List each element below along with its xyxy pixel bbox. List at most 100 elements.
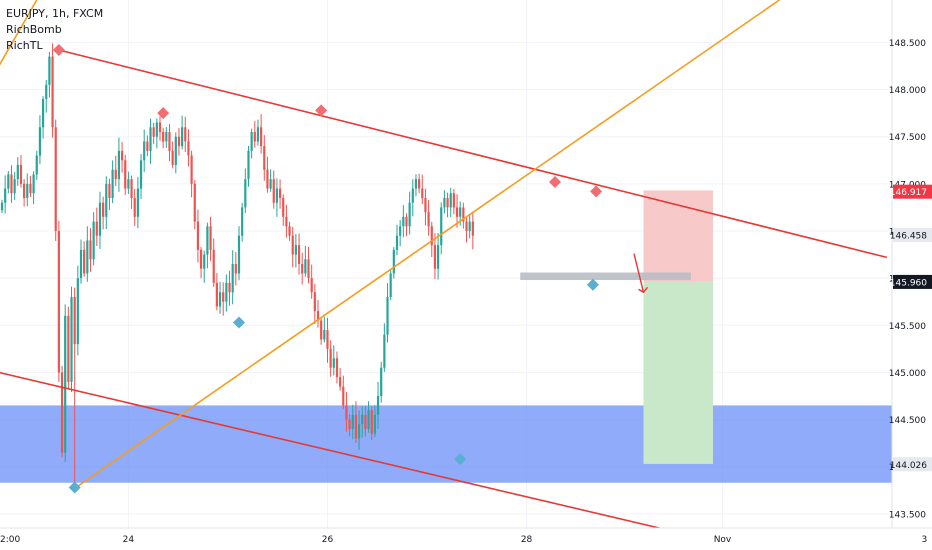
candle-body (373, 414, 376, 434)
candle-body (446, 198, 449, 208)
time-tick-label: 28 (521, 535, 533, 545)
candle-body (275, 188, 279, 203)
candle-body (203, 254, 206, 269)
support-marker (68, 481, 81, 494)
candle-body (380, 367, 383, 396)
resistance-marker (590, 185, 603, 198)
candle-body (282, 198, 285, 217)
candle-body (424, 198, 427, 213)
support-marker (586, 278, 599, 291)
candle-body (462, 207, 465, 222)
price-tag (893, 457, 932, 472)
price-axis[interactable]: 148.500148.000147.500147.000146.500146.0… (889, 39, 932, 520)
candle-body (0, 202, 4, 211)
price-tag-label: 146.917 (890, 188, 927, 198)
time-axis[interactable]: 2:00242628Nov357912:00141612: (0, 535, 932, 545)
candle-body (152, 127, 155, 137)
candle-body (165, 132, 168, 142)
candle-body (402, 216, 405, 227)
support-marker (454, 453, 467, 466)
candle-body (370, 410, 373, 434)
pivot-markers (52, 43, 603, 494)
candle-body (26, 183, 29, 198)
candle-body (67, 315, 70, 382)
candle-body (253, 132, 256, 142)
candle-body (436, 245, 440, 269)
candle-body (237, 235, 241, 274)
candle-body (440, 207, 443, 246)
candle-body (168, 132, 171, 151)
candle-body (399, 226, 402, 236)
price-tick-label: 143.500 (889, 510, 926, 520)
price-tag-label: 146.458 (890, 231, 927, 241)
candle-body (4, 188, 7, 203)
demand-zone (0, 405, 897, 483)
candle-body (181, 127, 184, 147)
candle-body (443, 198, 446, 208)
price-tag (893, 274, 932, 289)
candle-body (383, 334, 386, 368)
candle-body (228, 282, 231, 293)
chart-legend: EURJPY, 1h, FXCM RichBomb RichTL (6, 6, 103, 54)
candle-body (190, 155, 193, 184)
candle-body (357, 424, 361, 439)
candle-body (288, 226, 291, 236)
candle-body (269, 179, 272, 189)
candle-body (127, 179, 130, 189)
candle-body (414, 179, 418, 189)
candle-body (143, 141, 146, 161)
candle-body (222, 292, 225, 302)
candle-body (263, 146, 266, 170)
candles (0, 43, 474, 483)
candle-body (7, 174, 10, 189)
price-tag-label: 145.960 (890, 278, 927, 288)
candle-body (209, 226, 212, 250)
candle-body (241, 207, 244, 236)
candle-body (193, 183, 196, 222)
price-tag-label: 144.026 (890, 461, 927, 471)
time-axis-background[interactable] (0, 528, 932, 550)
candle-body (323, 330, 326, 340)
candle-body (411, 188, 414, 203)
candle-body (102, 202, 105, 217)
candle-body (23, 183, 26, 198)
candle-body (162, 132, 165, 142)
price-tag (893, 227, 932, 242)
candle-body (111, 169, 114, 198)
candle-body (320, 320, 323, 340)
trendlines (0, 0, 887, 533)
candle-body (35, 155, 38, 175)
candle-body (187, 141, 190, 156)
candle-body (13, 179, 16, 194)
lower-red-channel (0, 371, 676, 533)
indicator-richbomb[interactable]: RichBomb (6, 23, 62, 36)
candle-body (32, 174, 35, 194)
candle-body (301, 264, 304, 274)
candle-body (108, 183, 111, 198)
price-tick-label: 148.500 (889, 39, 926, 49)
candle-body (332, 358, 335, 368)
candle-body (70, 297, 73, 382)
candle-body (345, 405, 348, 420)
candle-body (329, 348, 332, 368)
price-axis-background[interactable] (892, 0, 932, 528)
candle-body (117, 150, 121, 180)
resistance-marker (315, 104, 328, 117)
resistance-marker (157, 107, 170, 120)
candle-body (449, 193, 452, 208)
candle-body (389, 273, 392, 297)
candle-body (405, 216, 408, 227)
orange-lower (74, 0, 780, 490)
candle-body (206, 226, 209, 255)
stop-loss-zone (643, 190, 713, 282)
candle-body (250, 132, 253, 151)
candle-body (421, 188, 424, 198)
candle-body (316, 311, 320, 321)
indicator-richtl[interactable]: RichTL (6, 39, 43, 52)
candle-body (247, 150, 250, 180)
upper-red-channel (58, 49, 887, 259)
candle-body (146, 141, 149, 151)
resistance-marker (52, 43, 65, 56)
symbol-title[interactable]: EURJPY, 1h, FXCM (6, 7, 104, 20)
